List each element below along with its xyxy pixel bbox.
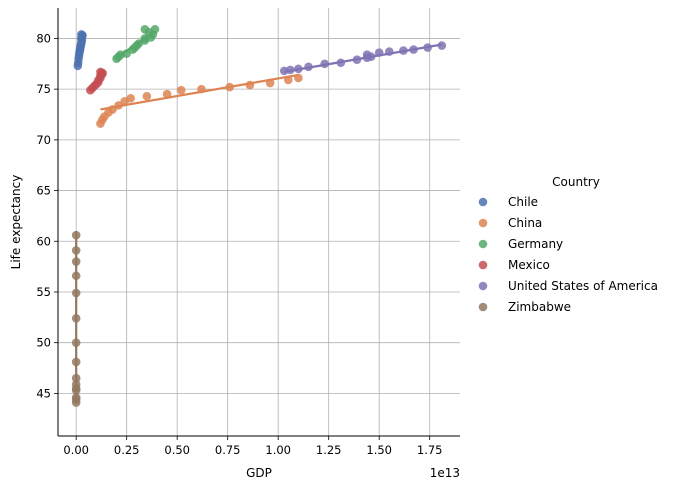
point-zimbabwe xyxy=(71,373,81,383)
point-mexico xyxy=(96,67,105,77)
legend-marker-united-states-of-america xyxy=(478,281,488,291)
legend-label-china: China xyxy=(508,216,542,230)
point-united-states-of-america xyxy=(374,48,384,57)
point-china xyxy=(162,89,172,99)
x-tick-label: 0.25 xyxy=(114,443,140,457)
point-united-states-of-america xyxy=(320,59,329,69)
legend-marker-zimbabwe xyxy=(478,302,488,312)
y-ticks: 45 50 55 60 65 70 75 80 xyxy=(36,31,58,400)
point-china xyxy=(197,84,206,94)
point-zimbabwe xyxy=(71,230,81,240)
legend-label-zimbabwe: Zimbabwe xyxy=(508,300,571,314)
x-tick-label: 1.75 xyxy=(417,443,443,457)
legend-label-mexico: Mexico xyxy=(508,258,550,272)
x-tick-label: 0.00 xyxy=(63,443,89,457)
point-united-states-of-america xyxy=(399,46,408,55)
x-tick-label: 1.25 xyxy=(316,443,342,457)
point-china xyxy=(108,105,117,114)
y-axis-label: Life expectancy xyxy=(9,175,23,270)
point-china xyxy=(142,91,152,101)
legend-marker-china xyxy=(478,218,488,228)
point-zimbabwe xyxy=(71,257,81,266)
y-tick-label: 70 xyxy=(36,133,51,147)
x-axis-label: GDP xyxy=(246,466,272,480)
legend-label-united-states-of-america: United States of America xyxy=(508,279,658,293)
y-tick-label: 80 xyxy=(36,31,51,45)
point-zimbabwe xyxy=(71,393,81,402)
point-united-states-of-america xyxy=(362,50,372,59)
legend-label-germany: Germany xyxy=(508,237,563,251)
point-zimbabwe xyxy=(71,314,81,323)
point-united-states-of-america xyxy=(286,65,295,75)
point-united-states-of-america xyxy=(304,62,313,72)
point-germany xyxy=(150,24,160,34)
point-united-states-of-america xyxy=(384,47,394,56)
point-germany xyxy=(122,49,131,58)
point-china xyxy=(126,93,136,103)
x-tick-label: 1.50 xyxy=(366,443,392,457)
y-tick-label: 75 xyxy=(36,82,51,96)
point-zimbabwe xyxy=(71,288,81,298)
point-china xyxy=(283,75,293,85)
point-germany xyxy=(140,24,150,34)
grid-lines xyxy=(58,8,460,436)
point-zimbabwe xyxy=(71,357,81,367)
point-united-states-of-america xyxy=(294,64,303,74)
point-china xyxy=(245,80,255,90)
point-zimbabwe xyxy=(71,246,81,255)
point-zimbabwe xyxy=(71,338,81,347)
point-zimbabwe xyxy=(71,379,81,389)
y-tick-label: 60 xyxy=(36,234,51,248)
point-china xyxy=(265,78,275,88)
legend-marker-mexico xyxy=(478,260,488,270)
legend-marker-germany xyxy=(478,239,488,249)
x-offset-label: 1e13 xyxy=(430,466,460,480)
point-united-states-of-america xyxy=(352,55,362,65)
y-tick-label: 45 xyxy=(36,386,51,400)
x-ticks: 0.00 0.25 0.50 0.75 1.00 1.25 1.50 1.75 xyxy=(63,436,443,457)
point-united-states-of-america xyxy=(409,45,418,54)
legend-marker-chile xyxy=(478,197,488,207)
point-united-states-of-america xyxy=(423,43,432,52)
regression-lines xyxy=(75,30,443,404)
y-tick-label: 50 xyxy=(36,336,51,350)
x-tick-label: 0.50 xyxy=(164,443,190,457)
point-united-states-of-america xyxy=(336,58,346,68)
legend-label-chile: Chile xyxy=(508,195,538,209)
point-chile xyxy=(78,31,87,40)
legend-title: Country xyxy=(552,175,600,189)
legend: Country Chile China Germany Mexico United St… xyxy=(478,175,658,314)
point-china xyxy=(114,101,123,110)
point-china xyxy=(225,82,235,92)
y-tick-label: 65 xyxy=(36,184,51,198)
y-tick-label: 55 xyxy=(36,285,51,299)
x-tick-label: 0.75 xyxy=(215,443,241,457)
x-tick-label: 1.00 xyxy=(265,443,291,457)
scatter-points xyxy=(71,24,447,407)
point-united-states-of-america xyxy=(437,41,447,50)
point-china xyxy=(176,85,186,95)
point-china xyxy=(294,73,303,83)
point-zimbabwe xyxy=(71,271,81,281)
axes xyxy=(57,8,460,437)
